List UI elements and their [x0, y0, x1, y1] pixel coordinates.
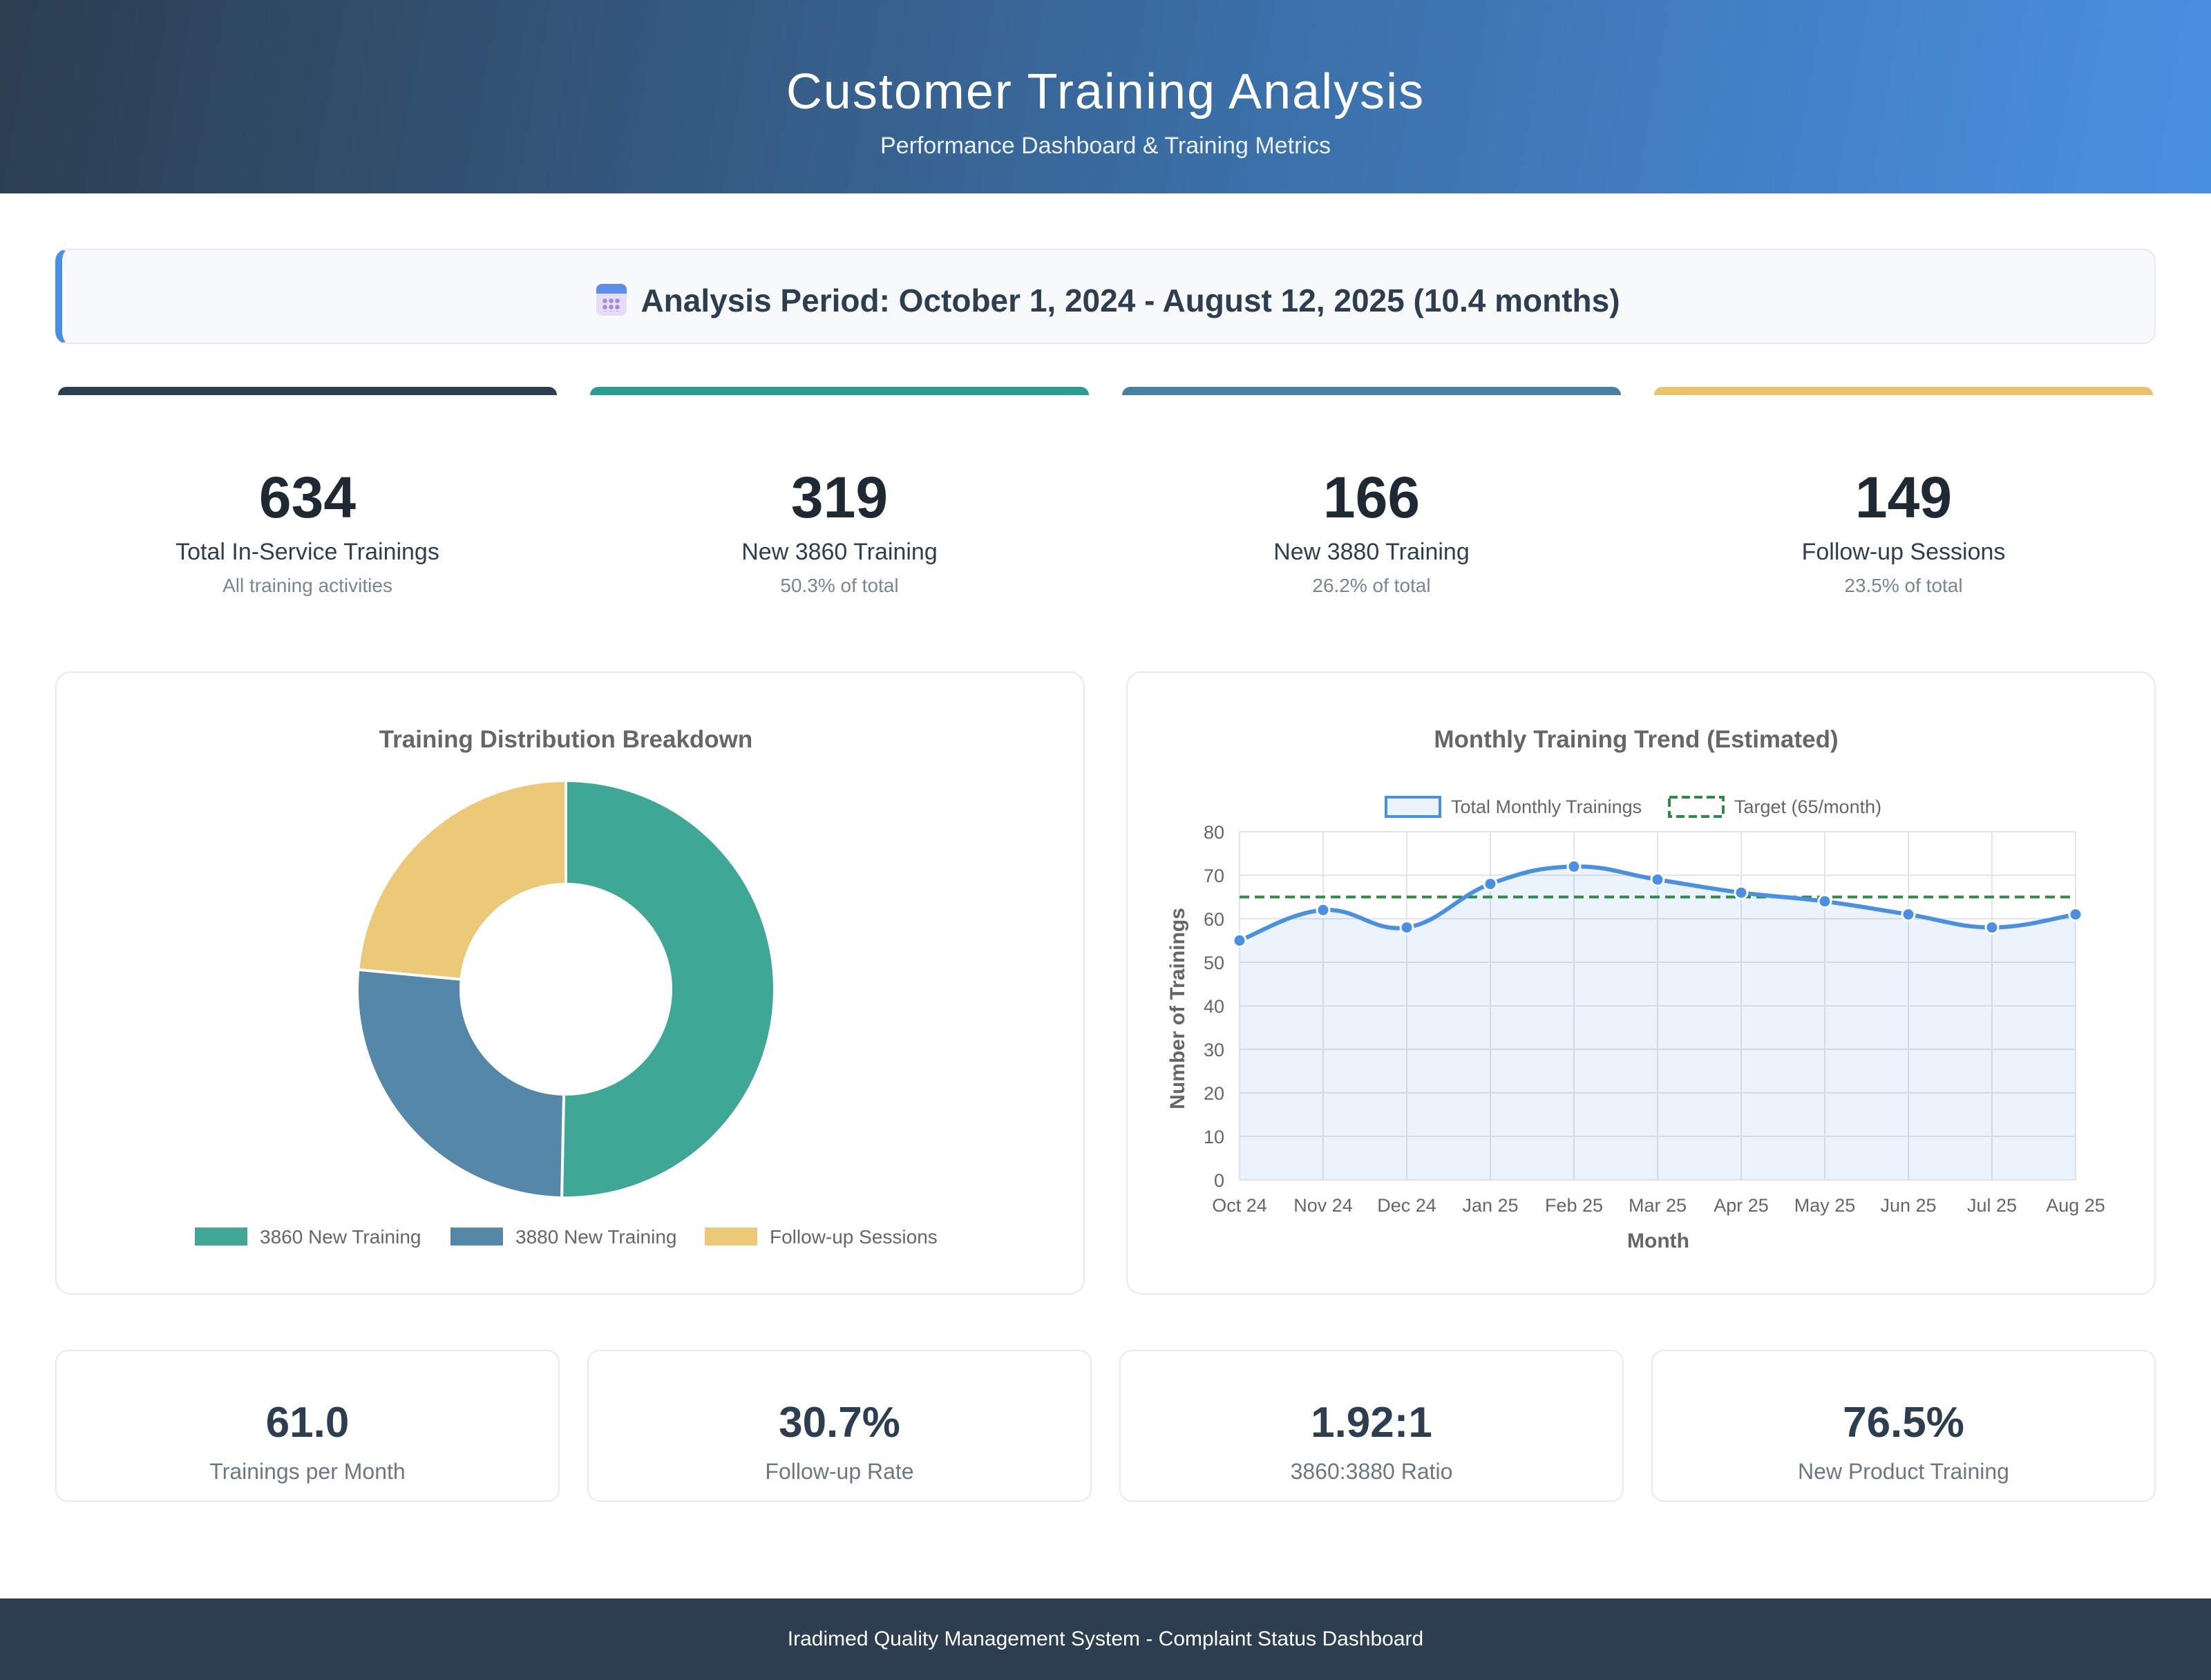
donut-slice-3[interactable] [357, 779, 567, 981]
footer-text: Iradimed Quality Management System - Com… [787, 1628, 1424, 1650]
metric-card-new-product: 76.5% New Product Training [1651, 1350, 2156, 1502]
metric-value: 30.7% [779, 1399, 900, 1447]
stat-card-3860: 319 New 3860 Training 50.3% of total [590, 387, 1089, 608]
x-tick-label: Jan 25 [1462, 1195, 1518, 1216]
x-tick-label: Dec 24 [1377, 1195, 1436, 1216]
analysis-period-banner: Analysis Period: October 1, 2024 - Augus… [55, 249, 2156, 344]
y-axis-title: Number of Trainings [1166, 908, 1189, 1109]
footer: Iradimed Quality Management System - Com… [0, 1598, 2211, 1680]
y-tick-label: 20 [1204, 1083, 1224, 1104]
distribution-chart: Training Distribution Breakdown 3860 New… [195, 726, 938, 1248]
legend-swatch [705, 1228, 757, 1245]
metric-value: 1.92:1 [1311, 1399, 1432, 1447]
x-tick-label: Jun 25 [1880, 1195, 1936, 1216]
x-tick-label: Jul 25 [1967, 1195, 2017, 1216]
metric-label: New Product Training [1798, 1459, 2009, 1484]
stat-card-followup: 149 Follow-up Sessions 23.5% of total [1654, 387, 2153, 608]
y-tick-label: 80 [1204, 822, 1224, 843]
legend-label: 3880 New Training [515, 1226, 676, 1248]
metric-label: Follow-up Rate [765, 1459, 914, 1484]
analysis-period-text: Analysis Period: October 1, 2024 - Augus… [640, 283, 1620, 318]
trend-chart: Monthly Training Trend (Estimated) Total… [1166, 726, 2105, 1252]
data-point[interactable] [1399, 920, 1414, 935]
x-tick-label: Feb 25 [1545, 1195, 1603, 1216]
metric-label: 3860:3880 Ratio [1290, 1459, 1453, 1484]
x-tick-label: Aug 25 [2046, 1195, 2105, 1216]
y-tick-label: 0 [1214, 1170, 1224, 1191]
metric-value: 61.0 [265, 1399, 350, 1447]
y-tick-label: 10 [1204, 1127, 1224, 1147]
y-tick-label: 30 [1204, 1040, 1224, 1060]
stat-label: Total In-Service Trainings [175, 539, 439, 565]
legend-swatch [195, 1228, 247, 1245]
legend-label: Target (65/month) [1734, 796, 1881, 817]
data-point[interactable] [1316, 902, 1331, 917]
data-point[interactable] [1566, 859, 1582, 874]
data-point[interactable] [1984, 920, 2000, 935]
trend-chart-panel: Monthly Training Trend (Estimated) Total… [1126, 671, 2156, 1295]
x-tick-label: Apr 25 [1714, 1195, 1769, 1216]
page-subtitle: Performance Dashboard & Training Metrics [880, 133, 1331, 159]
y-tick-label: 40 [1204, 996, 1224, 1017]
legend-label: 3860 New Training [260, 1226, 421, 1248]
x-tick-label: Mar 25 [1629, 1195, 1687, 1216]
y-tick-label: 60 [1204, 909, 1224, 930]
donut-slice-2[interactable] [356, 968, 566, 1199]
x-tick-label: May 25 [1794, 1195, 1856, 1216]
x-axis-title: Month [1627, 1230, 1689, 1252]
stat-value: 149 [1854, 465, 1953, 530]
data-point[interactable] [1483, 877, 1498, 892]
series-area-fill [1240, 866, 2076, 1180]
y-tick-label: 50 [1204, 953, 1224, 973]
data-point[interactable] [2068, 907, 2083, 922]
legend-swatch [450, 1228, 503, 1245]
data-point[interactable] [1734, 885, 1749, 900]
stat-label: Follow-up Sessions [1801, 539, 2006, 565]
chart-title: Monthly Training Trend (Estimated) [1434, 726, 1838, 753]
chart-title: Training Distribution Breakdown [379, 726, 753, 753]
legend-label: Total Monthly Trainings [1451, 796, 1642, 817]
page-title: Customer Training Analysis [786, 64, 1425, 120]
distribution-chart-panel: Training Distribution Breakdown 3860 New… [55, 671, 1085, 1295]
calendar-icon [596, 284, 627, 316]
x-tick-label: Nov 24 [1293, 1195, 1353, 1216]
data-point[interactable] [1232, 933, 1247, 948]
legend-swatch [1385, 796, 1441, 818]
stat-label: New 3860 Training [741, 539, 938, 565]
stat-label: New 3880 Training [1273, 539, 1470, 565]
metric-value: 76.5% [1843, 1399, 1964, 1447]
stat-value: 166 [1322, 465, 1421, 530]
stat-value: 319 [790, 465, 889, 530]
data-point[interactable] [1650, 872, 1665, 887]
legend-swatch [1668, 796, 1725, 818]
stat-subtext: 26.2% of total [1312, 575, 1431, 596]
stat-subtext: 23.5% of total [1844, 575, 1963, 596]
stat-subtext: All training activities [222, 575, 392, 596]
stat-value: 634 [258, 465, 357, 530]
donut-slice-1[interactable] [560, 779, 776, 1199]
x-tick-label: Oct 24 [1212, 1195, 1267, 1216]
metric-card-trainings-per-month: 61.0 Trainings per Month [55, 1350, 560, 1502]
metric-card-ratio: 1.92:1 3860:3880 Ratio [1119, 1350, 1624, 1502]
stat-card-3880: 166 New 3880 Training 26.2% of total [1122, 387, 1621, 608]
metric-label: Trainings per Month [209, 1459, 406, 1484]
header-banner: Customer Training Analysis Performance D… [0, 0, 2211, 193]
data-point[interactable] [1901, 907, 1916, 922]
metric-card-followup-rate: 30.7% Follow-up Rate [587, 1350, 1092, 1502]
stat-subtext: 50.3% of total [780, 575, 899, 596]
data-point[interactable] [1817, 894, 1832, 909]
y-tick-label: 70 [1204, 866, 1224, 886]
legend-label: Follow-up Sessions [770, 1226, 938, 1248]
stat-card-total: 634 Total In-Service Trainings All train… [58, 387, 557, 608]
